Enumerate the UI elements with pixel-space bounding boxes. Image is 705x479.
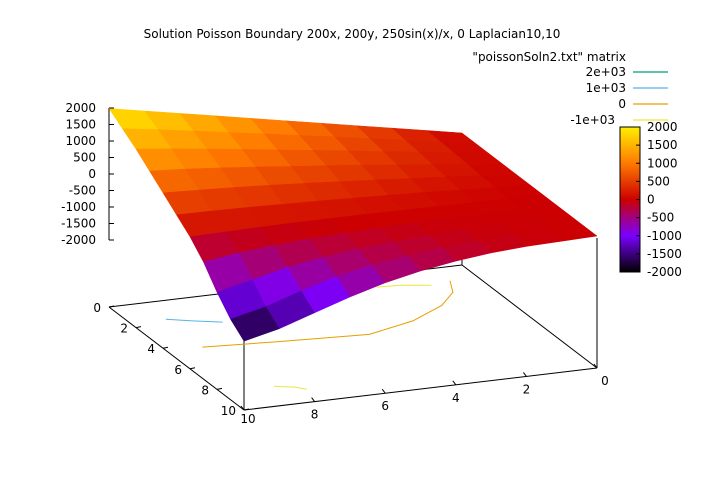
left-tick-label: 8 (201, 383, 209, 397)
z-tick-label: 1000 (65, 134, 96, 148)
left-tick-label: 0 (93, 301, 101, 315)
left-tick (135, 326, 142, 329)
colorbar-tick-label: -2000 (647, 265, 682, 279)
colorbar-ticks: 2000 1500 1000 500 0 -500 -1000 -1500 -2000 (636, 120, 682, 279)
front-tick (523, 372, 527, 377)
contour-legend-label-3: -1e+03 (570, 113, 615, 127)
surface (108, 108, 598, 342)
front-tick-label: 6 (381, 399, 389, 413)
z-axis-ticks: 2000 1500 1000 500 0 -500 -1000 -1500 -2000 (61, 101, 114, 247)
left-tick (216, 387, 223, 390)
contour-legend-label-1: 1e+03 (586, 81, 626, 95)
base-edge-back-right (461, 264, 598, 369)
left-tick (162, 346, 169, 349)
front-tick-label: 0 (601, 374, 609, 388)
z-tick-label: -1000 (61, 200, 96, 214)
left-tick-label: 6 (174, 363, 182, 377)
left-tick-label: 10 (221, 404, 236, 418)
chart-title: Solution Poisson Boundary 200x, 200y, 25… (144, 27, 561, 41)
contour-legend-label-2: 0 (618, 97, 626, 111)
z-tick-label: 500 (73, 151, 96, 165)
colorbar-tick-label: -500 (647, 211, 674, 225)
front-tick (311, 397, 316, 402)
base-edge-left (108, 306, 245, 411)
z-tick-label: 0 (88, 167, 96, 181)
front-tick-label: 2 (523, 382, 531, 396)
colorbar-tick-label: 1000 (647, 156, 678, 170)
front-tick-label: 4 (452, 391, 460, 405)
front-tick (452, 380, 457, 386)
surface-legend: "poissonSoln2.txt" matrix (472, 50, 626, 64)
front-tick (240, 405, 245, 411)
contour-line (165, 318, 223, 323)
left-axis-ticks: 0 2 4 6 8 10 (93, 301, 250, 418)
front-tick (381, 388, 386, 394)
contour-legend: 2e+03 1e+03 0 -1e+03 (570, 65, 668, 127)
left-tick-label: 2 (120, 322, 128, 336)
contour-line (273, 385, 307, 390)
colorbar-tick-label: 500 (647, 174, 670, 188)
z-tick-label: -2000 (61, 233, 96, 247)
contour-line (376, 284, 432, 288)
surface-cell (230, 306, 280, 342)
contour-line (202, 280, 454, 348)
colorbar-tick-label: 0 (647, 193, 655, 207)
surface-legend-label: "poissonSoln2.txt" matrix (472, 50, 626, 64)
front-tick-label: 8 (311, 408, 319, 422)
z-tick-label: 1500 (65, 118, 96, 132)
z-tick-label: -500 (69, 184, 96, 198)
left-tick (189, 367, 196, 370)
colorbar-tick-label: 2000 (647, 120, 678, 134)
front-tick-label: 10 (240, 412, 255, 426)
front-axis-ticks: 10 8 6 4 2 0 (240, 363, 609, 426)
base-contours (165, 280, 454, 390)
contour-legend-label-0: 2e+03 (586, 65, 626, 79)
z-tick-label: 2000 (65, 101, 96, 115)
colorbar-tick-label: 1500 (647, 138, 678, 152)
left-tick-label: 4 (147, 342, 155, 356)
colorbar-tick-label: -1500 (647, 247, 682, 261)
left-tick (108, 305, 115, 308)
front-tick (593, 363, 598, 369)
base-edge-front (243, 367, 598, 411)
colorbar-tick-label: -1000 (647, 229, 682, 243)
z-tick-label: -1500 (61, 217, 96, 231)
left-tick (243, 408, 250, 411)
